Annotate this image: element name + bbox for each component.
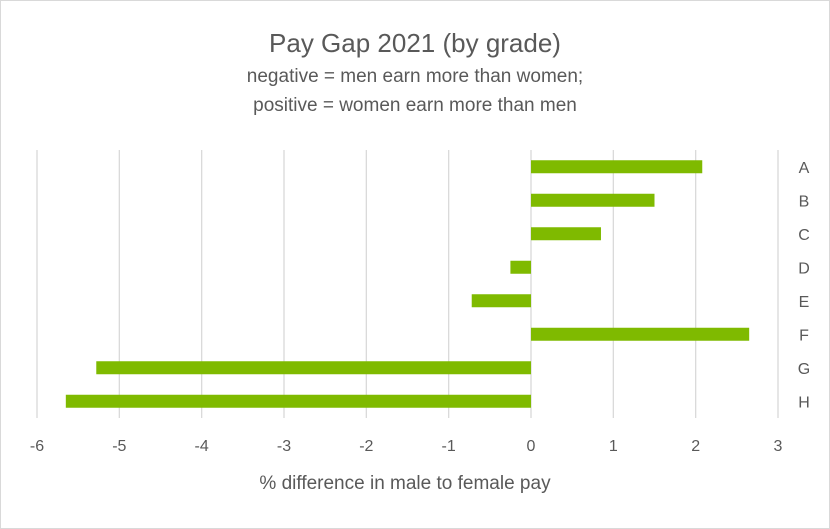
bar-e xyxy=(471,294,531,308)
category-label-d: D xyxy=(798,260,810,277)
bar-b xyxy=(531,193,655,207)
category-label-g: G xyxy=(798,361,810,378)
x-axis-title: % difference in male to female pay xyxy=(259,473,551,494)
x-tick-label: -4 xyxy=(195,438,209,455)
bar-a xyxy=(531,160,703,174)
gridlines xyxy=(36,150,779,418)
x-tick-label: 0 xyxy=(527,438,536,455)
category-label-c: C xyxy=(798,227,810,244)
bars xyxy=(65,160,750,408)
bar-d xyxy=(510,260,531,274)
category-label-f: F xyxy=(799,327,809,344)
category-label-a: A xyxy=(799,160,810,177)
x-tick-label: -6 xyxy=(30,438,44,455)
bar-f xyxy=(531,327,750,341)
category-label-h: H xyxy=(798,394,810,411)
chart-subtitle-line-1: negative = men earn more than women; xyxy=(246,66,584,87)
x-axis-ticks: -6 -5 -4 -3 -2 -1 0 1 2 3 xyxy=(30,438,783,455)
x-tick-label: -5 xyxy=(112,438,126,455)
bar-g xyxy=(96,361,531,375)
category-label-b: B xyxy=(799,193,810,210)
x-tick-label: 1 xyxy=(609,438,618,455)
category-label-e: E xyxy=(799,294,810,311)
x-tick-label: -3 xyxy=(277,438,291,455)
bar-c xyxy=(531,227,601,241)
chart-title: Pay Gap 2021 (by grade) xyxy=(269,28,561,58)
bar-h xyxy=(65,394,532,408)
x-tick-label: -2 xyxy=(359,438,373,455)
x-tick-label: 2 xyxy=(691,438,700,455)
x-tick-label: 3 xyxy=(774,438,783,455)
chart-subtitle-line-2: positive = women earn more than men xyxy=(253,95,577,116)
x-tick-label: -1 xyxy=(442,438,456,455)
